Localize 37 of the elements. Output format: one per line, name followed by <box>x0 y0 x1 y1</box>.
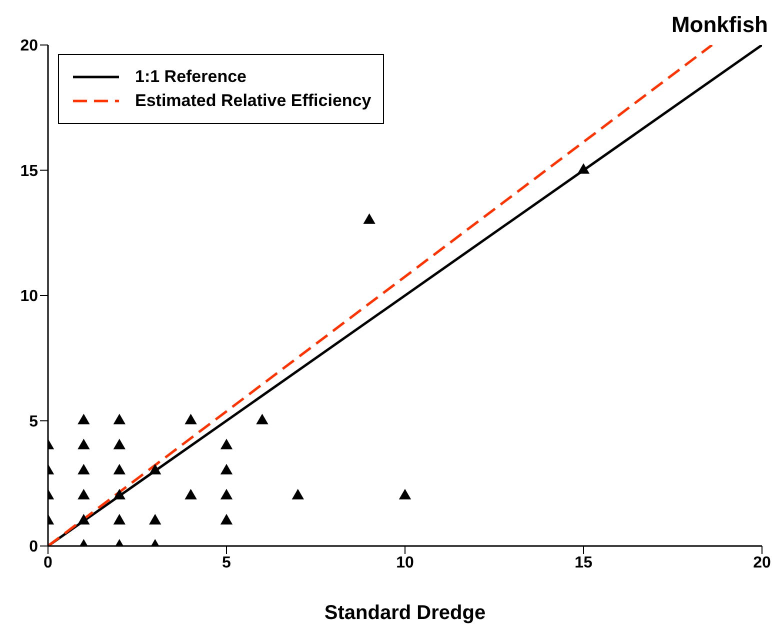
point <box>577 163 590 174</box>
legend-label: 1:1 Reference <box>135 67 247 87</box>
point <box>220 438 233 450</box>
point <box>113 414 126 424</box>
legend-label: Estimated Relative Efficiency <box>135 91 372 111</box>
point <box>113 514 126 524</box>
point <box>113 438 126 450</box>
point <box>363 213 376 224</box>
chart-title: Monkfish <box>671 12 768 38</box>
point <box>78 514 90 524</box>
y-tick-label: 20 <box>20 38 38 55</box>
x-tick-label: 10 <box>396 554 414 572</box>
point <box>220 514 233 524</box>
point <box>78 488 90 500</box>
point <box>220 488 233 500</box>
point <box>78 438 90 450</box>
point <box>113 488 126 500</box>
point <box>149 514 162 524</box>
point <box>292 488 304 500</box>
x-tick-label: 0 <box>44 554 53 572</box>
point <box>398 488 412 500</box>
x-axis-title: Standard Dredge <box>323 602 487 625</box>
y-tick-label: 5 <box>29 413 38 430</box>
point <box>184 488 197 500</box>
y-tick-label: 10 <box>20 288 38 306</box>
point <box>113 464 126 474</box>
x-tick-label: 20 <box>753 554 771 572</box>
x-tick-label: 15 <box>574 554 592 572</box>
point <box>220 464 233 474</box>
y-tick-label: 0 <box>29 538 38 556</box>
x-tick-label: 5 <box>222 554 232 572</box>
y-tick-label: 15 <box>20 162 38 180</box>
point <box>184 414 197 424</box>
point <box>256 414 268 424</box>
point <box>78 464 90 474</box>
point <box>78 414 90 424</box>
point <box>149 464 162 474</box>
